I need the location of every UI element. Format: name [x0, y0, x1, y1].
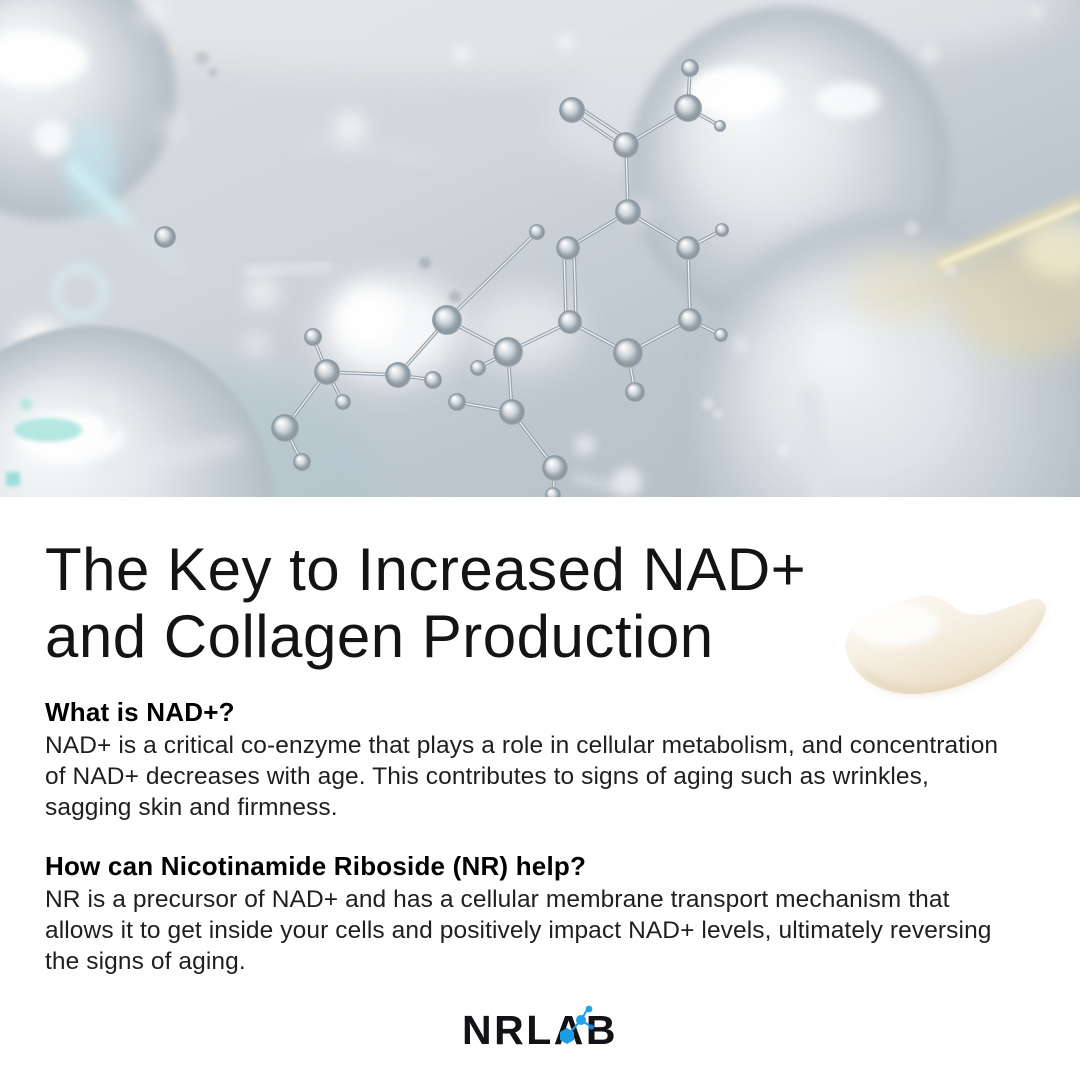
section-body: NR is a precursor of NAD+ and has a cell…	[45, 886, 992, 975]
brand-logo-word: NRLA B	[462, 1005, 618, 1054]
logo-text-left: NRL	[462, 1007, 554, 1053]
section-what-is-nad: What is NAD+? NAD+ is a critical co-enzy…	[45, 697, 1037, 823]
molecule-hero-image	[0, 0, 1080, 497]
page-title: The Key to Increased NAD+ and Collagen P…	[45, 536, 807, 670]
section-title: How can Nicotinamide Riboside (NR) help?	[45, 851, 587, 881]
cream-smear-image	[832, 578, 1054, 716]
logo-letter-a: A	[554, 1005, 594, 1054]
section-body: NAD+ is a critical co-enzyme that plays …	[45, 732, 999, 821]
brand-logo: NRLA B	[0, 1004, 1080, 1056]
molecule-accent-icon	[559, 1005, 594, 1044]
section-how-nr-helps: How can Nicotinamide Riboside (NR) help?…	[45, 851, 1037, 977]
section-title: What is NAD+?	[45, 697, 235, 727]
logo-text-right: B	[585, 1007, 618, 1053]
